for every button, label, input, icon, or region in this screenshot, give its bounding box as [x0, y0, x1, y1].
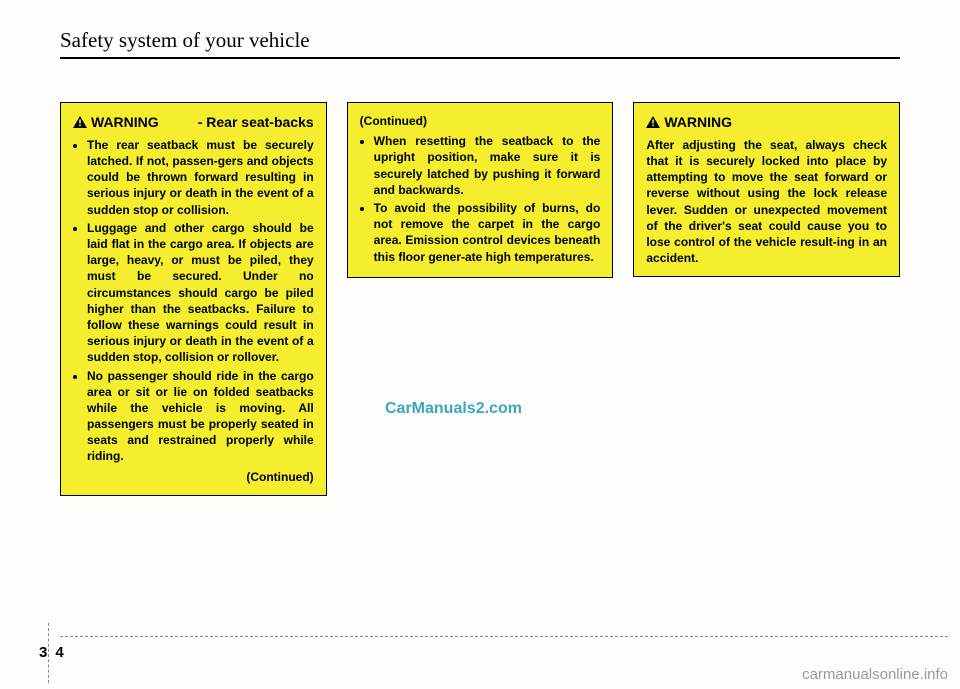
- warning-bullet: When resetting the seatback to the uprig…: [374, 133, 601, 198]
- warning-icon: [646, 114, 660, 133]
- warning-title-main: WARNING: [73, 113, 159, 133]
- warning-title: WARNING - Rear seat-backs: [73, 113, 314, 133]
- warning-icon: [73, 114, 87, 133]
- warning-body: After adjusting the seat, always check t…: [646, 137, 887, 267]
- header-title: Safety system of your vehicle: [60, 28, 310, 52]
- section-number: 3: [35, 644, 51, 661]
- footer-horizontal-rule: [60, 636, 948, 637]
- warning-title: WARNING: [646, 113, 887, 133]
- warning-bullet: To avoid the possibility of burns, do no…: [374, 200, 601, 265]
- warning-bullet: Luggage and other cargo should be laid f…: [87, 220, 314, 366]
- warning-bullet: No passenger should ride in the cargo ar…: [87, 368, 314, 465]
- column-3: WARNING After adjusting the seat, always…: [633, 102, 900, 496]
- column-2: (Continued) When resetting the seatback …: [347, 102, 614, 496]
- content-columns: WARNING - Rear seat-backs The rear seatb…: [60, 102, 900, 496]
- warning-box-rear-seatbacks: WARNING - Rear seat-backs The rear seatb…: [60, 102, 327, 496]
- continued-label: (Continued): [73, 469, 314, 485]
- warning-box-seat-adjust: WARNING After adjusting the seat, always…: [633, 102, 900, 277]
- warning-bullet: The rear seatback must be securely latch…: [87, 137, 314, 218]
- watermark-center: CarManuals2.com: [385, 400, 522, 418]
- column-1: WARNING - Rear seat-backs The rear seatb…: [60, 102, 327, 496]
- warning-title-main: WARNING: [646, 113, 732, 133]
- page-number-value: 4: [51, 644, 67, 661]
- page-number: 3 4: [35, 644, 68, 661]
- warning-body: When resetting the seatback to the uprig…: [360, 133, 601, 265]
- continued-top-label: (Continued): [360, 113, 601, 129]
- manual-page: Safety system of your vehicle WARNING: [0, 0, 960, 689]
- warning-body: The rear seatback must be securely latch…: [73, 137, 314, 485]
- watermark-bottom: carmanualsonline.info: [802, 666, 948, 683]
- warning-box-continued: (Continued) When resetting the seatback …: [347, 102, 614, 278]
- header: Safety system of your vehicle: [60, 28, 900, 59]
- warning-title-sub: - Rear seat-backs: [159, 113, 314, 132]
